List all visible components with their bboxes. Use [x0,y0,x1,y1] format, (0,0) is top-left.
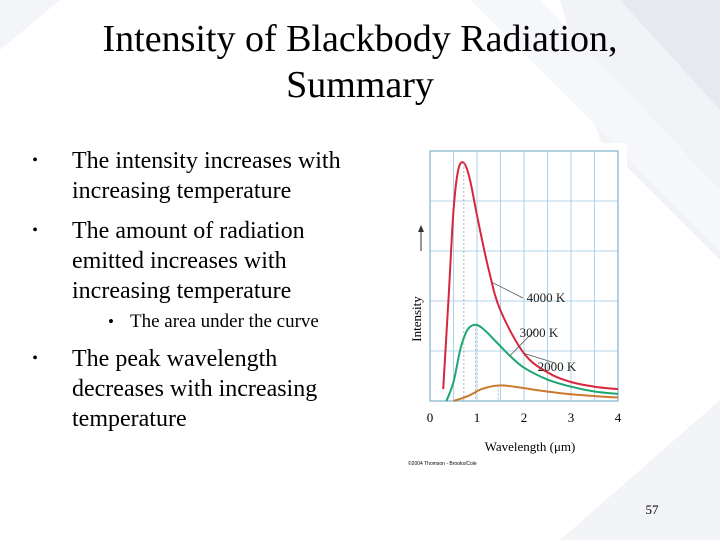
bullet-marker: • [32,152,38,169]
series-line-4000k [442,161,619,391]
annotation-leader [509,328,537,357]
annotation-leader [523,352,556,364]
bullet-item: • The amount of radiation emitted increa… [28,216,305,306]
y-axis-arrowhead [418,225,424,232]
bullet-item: • The peak wavelength decreases with inc… [28,344,317,434]
series-annotation: 4000 K [527,290,566,305]
annotation-leader [490,281,524,299]
x-tick-label: 0 [427,410,434,425]
blackbody-chart: 0 1 2 3 4 4000 K 3000 K 2000 K Intensity Wavele… [405,143,627,469]
y-axis-label: Intensity [409,296,424,342]
bullet-line: increasing temperature [72,278,292,304]
page-number: 57 [645,502,659,517]
image-credit: ©2004 Thomson - Brooks/Cole [408,460,477,467]
slide-title: Intensity of Blackbody Radiation, Summar… [40,16,680,108]
sub-bullet-text: The area under the curve [130,311,319,332]
series-line-3000k [445,323,619,402]
x-tick-label: 3 [568,410,575,425]
bullet-line: The peak wavelength [72,346,278,372]
x-axis-label: Wavelength (μm) [485,439,576,454]
bullet-marker: • [32,350,38,367]
bullet-line: emitted increases with [72,248,287,274]
slide-title-line-2: Summary [286,64,434,106]
slide-title-line-1: Intensity of Blackbody Radiation, [102,18,618,60]
bullet-item: • The intensity increases with increasin… [28,146,341,206]
bullet-line: temperature [72,406,187,432]
bullet-line: The amount of radiation [72,218,305,244]
bullet-marker: • [32,222,38,239]
chart-background [405,143,627,469]
series-annotation: 2000 K [538,359,577,374]
x-tick-label: 2 [521,410,528,425]
bullet-line: The intensity increases with [72,148,341,174]
sub-bullet-item: • The area under the curve [108,310,319,334]
x-tick-label: 4 [615,410,622,425]
bullet-line: decreases with increasing [72,376,318,402]
series-annotation: 3000 K [520,325,559,340]
sub-bullet-marker: • [108,312,114,331]
x-tick-label: 1 [474,410,481,425]
series-line-2000k [453,384,619,402]
bullet-line: increasing temperature [72,178,292,204]
